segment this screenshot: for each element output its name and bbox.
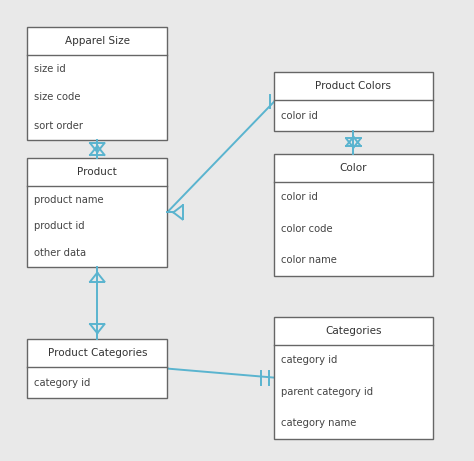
Text: category id: category id (35, 378, 91, 388)
FancyBboxPatch shape (274, 317, 433, 439)
FancyBboxPatch shape (27, 27, 167, 140)
Text: color name: color name (281, 255, 337, 265)
Text: color id: color id (281, 111, 318, 120)
Text: size id: size id (35, 64, 66, 74)
FancyBboxPatch shape (274, 154, 433, 276)
FancyBboxPatch shape (27, 339, 167, 398)
Text: Color: Color (340, 163, 367, 172)
Text: parent category id: parent category id (281, 387, 374, 396)
FancyBboxPatch shape (274, 72, 433, 131)
Text: size code: size code (35, 92, 81, 102)
Text: Apparel Size: Apparel Size (65, 36, 130, 46)
FancyBboxPatch shape (27, 158, 167, 267)
Text: color id: color id (281, 192, 318, 202)
Text: category id: category id (281, 355, 337, 365)
Text: Categories: Categories (325, 325, 382, 336)
Text: Product Categories: Product Categories (47, 348, 147, 358)
Text: product id: product id (35, 221, 85, 231)
Text: Product: Product (77, 167, 117, 177)
Text: Product Colors: Product Colors (315, 81, 392, 91)
Text: category name: category name (281, 418, 356, 428)
Text: sort order: sort order (35, 121, 83, 131)
Text: color code: color code (281, 224, 333, 234)
Text: product name: product name (35, 195, 104, 205)
Text: other data: other data (35, 248, 87, 258)
